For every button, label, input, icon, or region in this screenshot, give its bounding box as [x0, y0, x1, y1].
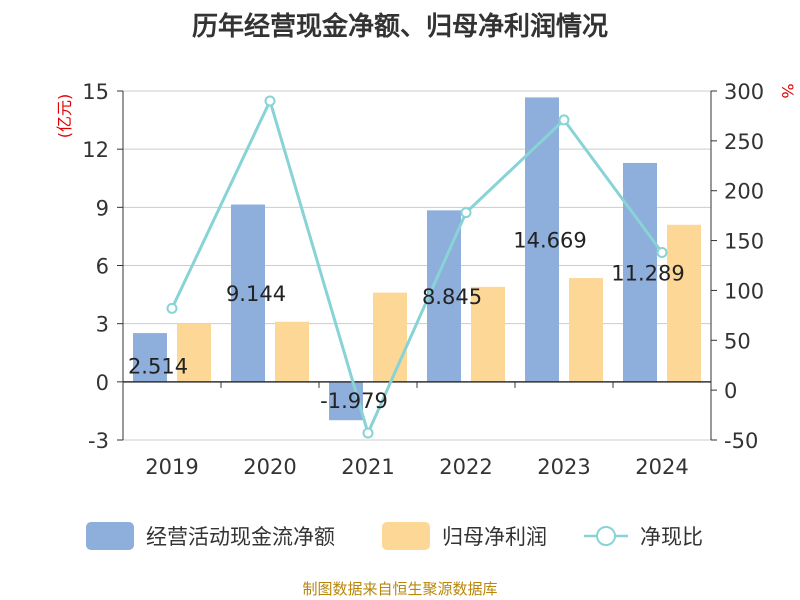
- bars: [133, 97, 701, 421]
- bar-profit: [667, 224, 701, 382]
- bar-data-label: 2.514: [128, 354, 188, 378]
- ratio-point: [460, 207, 472, 219]
- bar-cashflow: [623, 162, 657, 382]
- right-tick-label: 50: [724, 329, 751, 353]
- bar-profit: [471, 286, 505, 382]
- ratio-line: [166, 95, 668, 439]
- right-tick-label: 100: [724, 279, 764, 303]
- axes: -3 0 3 6 9 12 15 -50 0 50 100 150 200 250 300 (亿元)% 2019…: [55, 80, 797, 479]
- legend-label: 净现比: [640, 525, 703, 549]
- bar-data-label: 8.845: [422, 285, 482, 309]
- left-tick-label: -3: [88, 429, 109, 453]
- ratio-point: [264, 95, 276, 107]
- x-tick-label: 2020: [243, 455, 296, 479]
- right-tick-label: 200: [724, 180, 764, 204]
- bar-cashflow: [231, 204, 265, 382]
- x-tick-label: 2021: [341, 455, 394, 479]
- ratio-point: [558, 114, 570, 126]
- bar-cashflow: [133, 333, 167, 382]
- right-tick-label: 300: [724, 80, 764, 104]
- right-axis-label: %: [778, 83, 797, 98]
- x-tick-label: 2019: [145, 455, 198, 479]
- legend: 经营活动现金流净额 归母净利润 净现比: [86, 522, 703, 550]
- x-tick-label: 2024: [635, 455, 688, 479]
- left-tick-label: 12: [82, 138, 109, 162]
- left-tick-label: 9: [96, 196, 109, 220]
- right-tick-label: 0: [724, 379, 737, 403]
- ratio-point: [656, 247, 668, 259]
- source-note: 制图数据来自恒生聚源数据库: [302, 580, 498, 598]
- ratio-point: [362, 427, 374, 439]
- bar-profit: [373, 292, 407, 382]
- data-labels: 2.514 9.144 -1.979 8.845 14.669 11.289: [128, 229, 685, 414]
- left-tick-label: 0: [96, 371, 109, 395]
- left-tick-label: 15: [82, 80, 109, 104]
- ratio-line-path: [170, 96, 664, 438]
- x-tick-label: 2022: [439, 455, 492, 479]
- bar-data-label: 14.669: [513, 229, 586, 253]
- legend-swatch: [86, 522, 134, 550]
- bar-data-label: 11.289: [611, 261, 684, 285]
- legend-swatch: [382, 522, 430, 550]
- bar-data-label: 9.144: [226, 282, 286, 306]
- bar-data-label: -1.979: [320, 389, 388, 413]
- bar-profit: [569, 278, 603, 382]
- right-tick-label: 150: [724, 230, 764, 254]
- x-tick-label: 2023: [537, 455, 590, 479]
- right-tick-label: -50: [724, 429, 758, 453]
- bar-profit: [275, 321, 309, 382]
- chart-title: 历年经营现金净额、归母净利润情况: [191, 12, 608, 42]
- bar-cashflow: [525, 97, 559, 382]
- legend-label: 经营活动现金流净额: [146, 525, 335, 549]
- right-tick-label: 250: [724, 130, 764, 154]
- left-tick-label: 3: [96, 313, 109, 337]
- left-axis-label: (亿元): [55, 94, 74, 139]
- left-tick-label: 6: [96, 255, 109, 279]
- ratio-point: [166, 302, 178, 314]
- legend-label: 归母净利润: [442, 525, 547, 549]
- bar-profit: [177, 323, 211, 382]
- legend-marker: [596, 526, 616, 546]
